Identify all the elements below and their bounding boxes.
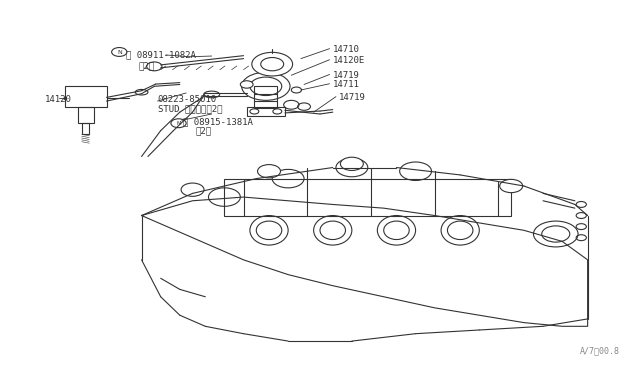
Ellipse shape xyxy=(250,215,288,245)
Circle shape xyxy=(171,119,186,128)
Text: ⓝ 08911-1082A: ⓝ 08911-1082A xyxy=(125,51,196,60)
Bar xyxy=(225,179,511,215)
Bar xyxy=(246,107,285,116)
Circle shape xyxy=(252,52,292,76)
Text: 14711: 14711 xyxy=(333,80,360,89)
Text: N: N xyxy=(117,50,122,55)
Text: M: M xyxy=(176,121,181,126)
Text: 14120E: 14120E xyxy=(333,56,365,65)
Circle shape xyxy=(534,221,578,247)
Bar xyxy=(65,86,106,107)
Text: 14719: 14719 xyxy=(333,71,360,80)
Circle shape xyxy=(257,164,280,178)
Text: A/7、00.8: A/7、00.8 xyxy=(579,347,620,356)
Circle shape xyxy=(500,179,523,193)
Bar xyxy=(254,86,277,109)
Text: 08223-85010: 08223-85010 xyxy=(157,95,216,104)
Text: （2）: （2） xyxy=(138,61,154,71)
Bar xyxy=(82,123,90,134)
Text: 14719: 14719 xyxy=(339,93,366,102)
Ellipse shape xyxy=(314,215,352,245)
Circle shape xyxy=(242,72,290,100)
Ellipse shape xyxy=(441,215,479,245)
Text: 14710: 14710 xyxy=(333,45,360,54)
Ellipse shape xyxy=(378,215,415,245)
Text: Ⓜ 08915-1381A: Ⓜ 08915-1381A xyxy=(183,117,253,126)
Text: （2）: （2） xyxy=(196,126,212,135)
Circle shape xyxy=(241,81,253,88)
Text: 14120: 14120 xyxy=(45,95,72,104)
Bar xyxy=(78,107,94,123)
Circle shape xyxy=(111,48,127,57)
Text: STUD スタッド（2）: STUD スタッド（2） xyxy=(157,104,222,113)
Circle shape xyxy=(340,157,364,170)
Circle shape xyxy=(181,183,204,196)
